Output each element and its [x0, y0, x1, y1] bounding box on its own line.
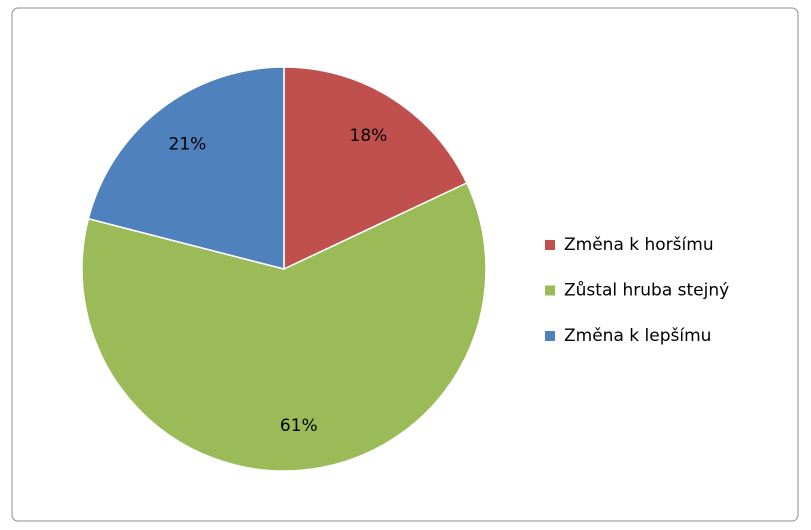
legend-label: Změna k horšímu	[564, 235, 714, 255]
data-label: 61%	[280, 416, 318, 436]
legend-swatch	[545, 240, 555, 250]
legend-swatch	[545, 331, 555, 341]
legend-label: Změna k lepšímu	[564, 326, 711, 346]
pie-slice	[81, 181, 487, 472]
legend-swatch	[545, 285, 555, 296]
data-label: 18%	[350, 126, 388, 146]
pie-slice	[87, 66, 285, 270]
legend-label: Zůstal hruba stejný	[564, 281, 729, 301]
pie-slice	[283, 66, 468, 271]
data-label: 21%	[169, 135, 207, 155]
